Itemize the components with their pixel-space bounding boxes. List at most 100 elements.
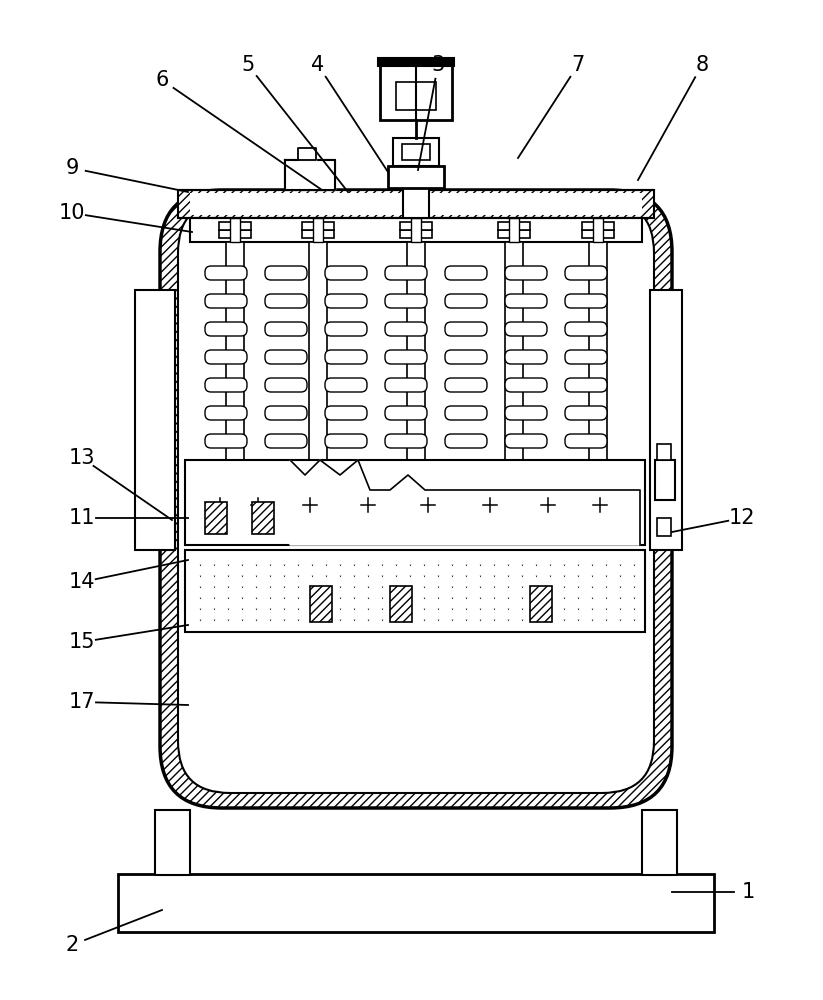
- FancyBboxPatch shape: [325, 294, 367, 308]
- FancyBboxPatch shape: [385, 434, 427, 448]
- FancyBboxPatch shape: [265, 350, 307, 364]
- Text: 5: 5: [241, 55, 254, 75]
- Bar: [657, 518, 671, 536]
- Text: 6: 6: [156, 70, 169, 90]
- FancyBboxPatch shape: [565, 322, 607, 336]
- Bar: [498, 222, 530, 230]
- Bar: [396, 82, 436, 110]
- Bar: [650, 290, 682, 550]
- Bar: [407, 242, 425, 490]
- Bar: [309, 242, 327, 490]
- Bar: [411, 218, 421, 242]
- FancyBboxPatch shape: [445, 322, 487, 336]
- FancyBboxPatch shape: [505, 350, 547, 364]
- Bar: [403, 188, 429, 218]
- FancyBboxPatch shape: [505, 406, 547, 420]
- Bar: [185, 460, 645, 545]
- Bar: [402, 144, 430, 160]
- Bar: [252, 502, 274, 534]
- Bar: [378, 58, 454, 66]
- Text: 3: 3: [431, 55, 444, 75]
- Polygon shape: [290, 460, 640, 545]
- FancyBboxPatch shape: [505, 378, 547, 392]
- Bar: [219, 222, 251, 230]
- FancyBboxPatch shape: [160, 190, 672, 808]
- Bar: [310, 586, 332, 622]
- Bar: [589, 242, 607, 490]
- Bar: [302, 222, 334, 230]
- FancyBboxPatch shape: [265, 294, 307, 308]
- FancyBboxPatch shape: [385, 406, 427, 420]
- FancyBboxPatch shape: [505, 294, 547, 308]
- Bar: [285, 160, 335, 190]
- Text: 11: 11: [69, 508, 95, 528]
- FancyBboxPatch shape: [205, 378, 247, 392]
- Text: 4: 4: [311, 55, 324, 75]
- Bar: [185, 550, 645, 632]
- FancyBboxPatch shape: [265, 406, 307, 420]
- FancyBboxPatch shape: [385, 266, 427, 280]
- Text: 12: 12: [728, 508, 756, 528]
- FancyBboxPatch shape: [178, 201, 654, 793]
- Bar: [657, 444, 671, 460]
- Text: 7: 7: [571, 55, 584, 75]
- FancyBboxPatch shape: [565, 350, 607, 364]
- Text: 14: 14: [69, 572, 95, 592]
- FancyBboxPatch shape: [205, 294, 247, 308]
- FancyBboxPatch shape: [445, 350, 487, 364]
- Bar: [388, 166, 444, 188]
- Bar: [498, 230, 530, 238]
- FancyBboxPatch shape: [205, 266, 247, 280]
- FancyBboxPatch shape: [505, 322, 547, 336]
- FancyBboxPatch shape: [565, 406, 607, 420]
- Polygon shape: [298, 148, 316, 160]
- Bar: [582, 222, 614, 230]
- Text: 10: 10: [58, 203, 86, 223]
- FancyBboxPatch shape: [565, 434, 607, 448]
- Bar: [226, 242, 244, 490]
- FancyBboxPatch shape: [505, 266, 547, 280]
- Bar: [313, 218, 323, 242]
- FancyBboxPatch shape: [565, 378, 607, 392]
- FancyBboxPatch shape: [445, 378, 487, 392]
- FancyBboxPatch shape: [385, 322, 427, 336]
- Bar: [155, 810, 190, 875]
- FancyBboxPatch shape: [205, 434, 247, 448]
- FancyBboxPatch shape: [565, 294, 607, 308]
- Polygon shape: [285, 160, 335, 190]
- FancyBboxPatch shape: [325, 350, 367, 364]
- Bar: [582, 230, 614, 238]
- FancyBboxPatch shape: [325, 266, 367, 280]
- Text: 13: 13: [69, 448, 95, 468]
- Bar: [135, 290, 175, 550]
- FancyBboxPatch shape: [325, 322, 367, 336]
- FancyBboxPatch shape: [325, 378, 367, 392]
- Bar: [505, 242, 523, 490]
- Bar: [118, 874, 714, 932]
- FancyBboxPatch shape: [205, 322, 247, 336]
- FancyBboxPatch shape: [325, 406, 367, 420]
- Bar: [530, 586, 552, 622]
- FancyBboxPatch shape: [445, 266, 487, 280]
- FancyBboxPatch shape: [265, 434, 307, 448]
- Bar: [593, 218, 603, 242]
- Bar: [302, 230, 334, 238]
- Bar: [390, 586, 412, 622]
- FancyBboxPatch shape: [265, 378, 307, 392]
- Bar: [509, 218, 519, 242]
- FancyBboxPatch shape: [205, 350, 247, 364]
- Bar: [190, 218, 642, 242]
- FancyBboxPatch shape: [265, 266, 307, 280]
- FancyBboxPatch shape: [385, 378, 427, 392]
- Text: 1: 1: [742, 882, 755, 902]
- Bar: [655, 460, 675, 500]
- Text: 8: 8: [695, 55, 709, 75]
- Text: 15: 15: [69, 632, 95, 652]
- Bar: [380, 65, 452, 120]
- Text: 9: 9: [65, 158, 79, 178]
- FancyBboxPatch shape: [385, 294, 427, 308]
- FancyBboxPatch shape: [445, 294, 487, 308]
- Bar: [178, 190, 654, 218]
- Bar: [190, 193, 642, 215]
- FancyBboxPatch shape: [205, 406, 247, 420]
